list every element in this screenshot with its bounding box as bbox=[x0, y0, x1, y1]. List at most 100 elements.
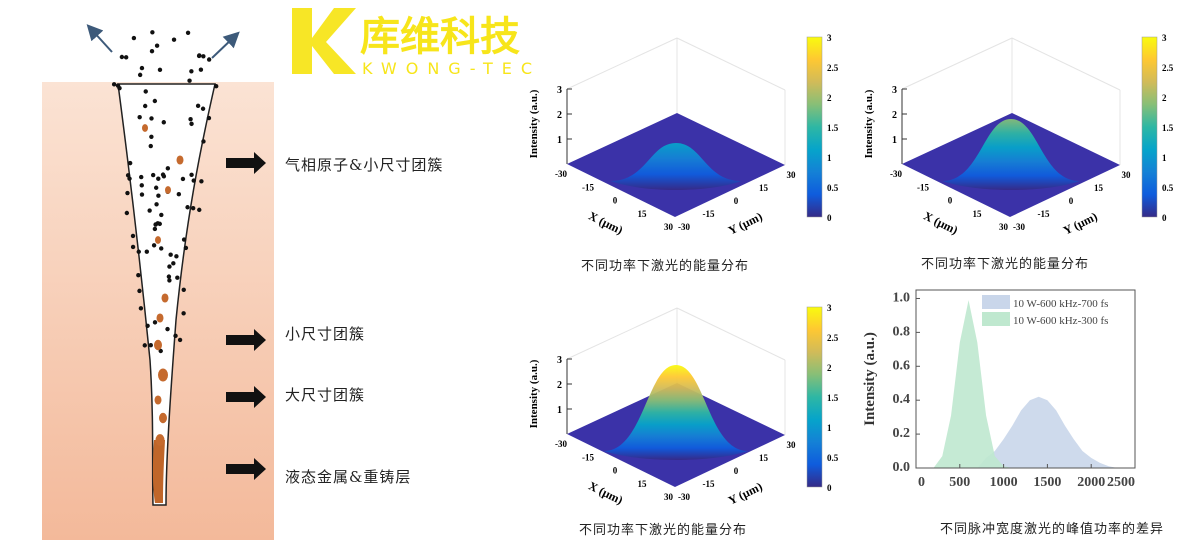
caption-surface-1: 不同功率下激光的能量分布 bbox=[580, 259, 750, 274]
colorbar-tick-label: 0 bbox=[827, 213, 832, 223]
vapor-particle bbox=[165, 166, 171, 171]
vapor-particle bbox=[139, 192, 145, 197]
vapor-particle bbox=[159, 246, 164, 251]
vapor-particle bbox=[115, 83, 121, 88]
vapor-particle bbox=[165, 326, 170, 332]
colorbar-tick-label: 0.5 bbox=[1162, 183, 1174, 193]
vapor-particle bbox=[174, 254, 179, 259]
z-tick-label: 1 bbox=[892, 135, 897, 146]
z-tick-label: 3 bbox=[892, 85, 897, 96]
legend-swatch bbox=[982, 312, 1010, 326]
label-vapor-atoms-small-clusters: 气相原子&小尺寸团簇 bbox=[285, 156, 444, 174]
vapor-particle bbox=[185, 30, 191, 35]
ejection-arrow-right bbox=[211, 31, 240, 59]
y-tick-label: 0.8 bbox=[893, 324, 911, 339]
vapor-particle bbox=[125, 190, 130, 196]
y-tick-label: 30 bbox=[1122, 170, 1132, 180]
cluster-droplet bbox=[158, 368, 168, 382]
colorbar-tick-label: 1.5 bbox=[827, 123, 839, 133]
colorbar-tick-label: 0 bbox=[827, 483, 832, 493]
vapor-particle bbox=[154, 43, 160, 48]
vapor-particle bbox=[148, 343, 153, 348]
y-tick-label: -15 bbox=[703, 479, 715, 489]
x-tick-label: 1000 bbox=[990, 475, 1018, 490]
vapor-particle bbox=[124, 210, 130, 216]
vapor-particle bbox=[197, 207, 202, 213]
vapor-particle bbox=[150, 172, 156, 178]
x-tick-label: -15 bbox=[917, 182, 929, 192]
x-tick-label: 500 bbox=[949, 475, 970, 490]
vapor-particle bbox=[187, 78, 192, 83]
vapor-particle bbox=[173, 333, 178, 339]
x-tick-label: -30 bbox=[555, 439, 567, 449]
x-tick-label: 0 bbox=[918, 475, 925, 490]
vapor-particle bbox=[167, 278, 172, 283]
colorbar bbox=[806, 306, 823, 488]
x-tick-label: 30 bbox=[664, 222, 674, 232]
vapor-particle bbox=[149, 134, 154, 140]
vapor-particle bbox=[130, 233, 136, 239]
y-tick-label: 30 bbox=[787, 440, 797, 450]
colorbar-tick-label: 1.5 bbox=[827, 393, 839, 403]
colorbar-tick-label: 2.5 bbox=[1162, 63, 1174, 73]
vapor-particle bbox=[200, 106, 206, 111]
kwong-tech-watermark: 库维科技 KWONG-TECH bbox=[288, 4, 553, 78]
y-tick-label: 0 bbox=[1069, 196, 1074, 206]
colorbar-tick-label: 0 bbox=[1162, 213, 1167, 223]
gaussian-surface bbox=[604, 365, 748, 460]
colorbar-tick-label: 2 bbox=[827, 363, 832, 373]
vapor-particle bbox=[199, 179, 204, 184]
vapor-particle bbox=[157, 67, 163, 73]
y-tick-label: 0 bbox=[734, 466, 739, 476]
vapor-particle bbox=[167, 264, 172, 269]
x-tick-label: 15 bbox=[973, 209, 983, 219]
vapor-particle bbox=[171, 261, 176, 266]
indicator-arrows bbox=[226, 152, 266, 480]
x-tick-label: 30 bbox=[664, 492, 674, 502]
vapor-particle bbox=[143, 89, 148, 94]
y-tick-label: 1.0 bbox=[893, 290, 911, 305]
vapor-particle bbox=[180, 176, 186, 182]
colorbar bbox=[1141, 36, 1158, 218]
vapor-particle bbox=[142, 343, 147, 348]
y-tick-label: 0 bbox=[734, 196, 739, 206]
vapor-particle bbox=[144, 249, 150, 254]
ablation-diagram bbox=[0, 0, 280, 550]
legend-label: 10 W-600 kHz-300 fs bbox=[1013, 315, 1108, 327]
vapor-particle bbox=[153, 185, 159, 190]
vapor-particle bbox=[171, 37, 177, 42]
z-tick-label: 1 bbox=[557, 405, 562, 416]
vapor-particle bbox=[139, 183, 144, 188]
legend-label: 10 W-600 kHz-700 fs bbox=[1013, 298, 1108, 310]
x-tick-label: 0 bbox=[613, 466, 618, 476]
vapor-particle bbox=[191, 178, 196, 183]
vapor-particle bbox=[139, 65, 145, 71]
vapor-particle bbox=[158, 348, 163, 354]
y-tick-label: -15 bbox=[1038, 209, 1050, 219]
y-tick-label: 15 bbox=[759, 183, 769, 193]
vapor-particle bbox=[145, 323, 150, 328]
colorbar-tick-label: 1 bbox=[1162, 153, 1167, 163]
y-axis-label: Y (μm) bbox=[726, 479, 765, 507]
vapor-particle bbox=[175, 275, 180, 280]
vapor-particle bbox=[125, 173, 131, 178]
cluster-droplet bbox=[161, 293, 169, 303]
z-axis-label: Intensity (a.u.) bbox=[863, 89, 875, 158]
vapor-particle bbox=[130, 244, 136, 250]
vapor-particle bbox=[213, 84, 219, 89]
vapor-particle bbox=[148, 143, 153, 149]
cluster-droplet bbox=[155, 236, 161, 244]
y-axis-label: Y (μm) bbox=[1061, 209, 1100, 237]
x-tick-label: 15 bbox=[638, 209, 648, 219]
vapor-particle bbox=[201, 54, 206, 59]
vapor-particle bbox=[142, 103, 148, 109]
vapor-particle bbox=[127, 160, 133, 166]
vapor-particle bbox=[152, 320, 158, 325]
vapor-particle bbox=[152, 98, 158, 104]
vapor-particle bbox=[156, 176, 161, 181]
vapor-particle bbox=[111, 82, 117, 87]
caption-area-chart: 不同脉冲宽度激光的峰值功率的差异 bbox=[939, 522, 1165, 537]
y-tick-label: 0.6 bbox=[893, 358, 911, 373]
z-axis-label: Intensity (a.u.) bbox=[528, 89, 540, 158]
